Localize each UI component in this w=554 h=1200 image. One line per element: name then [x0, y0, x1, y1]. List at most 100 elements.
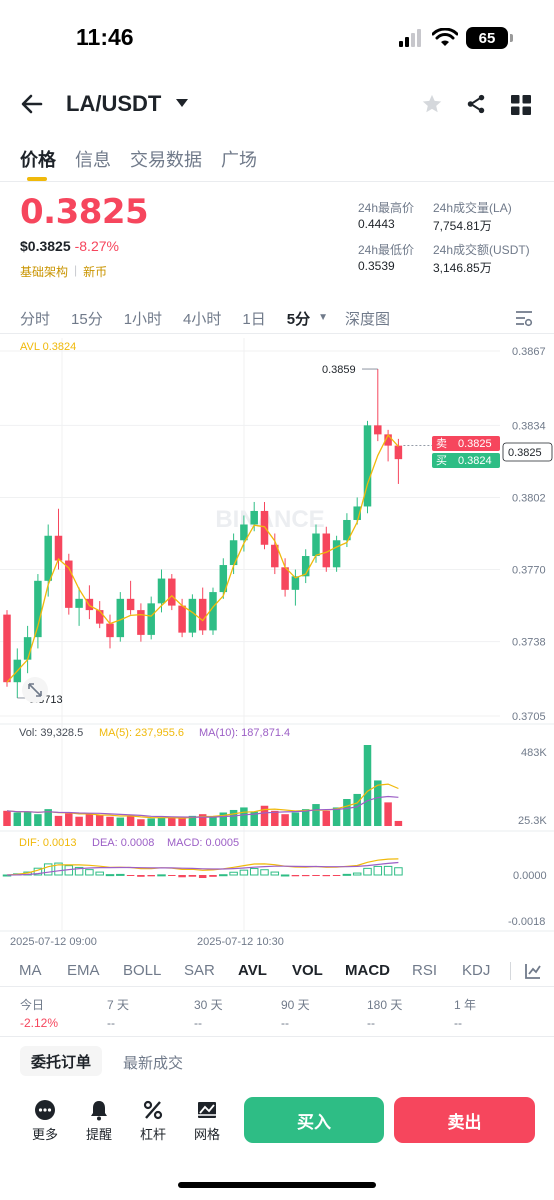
volume-bar — [3, 810, 11, 826]
volume-bar — [178, 818, 186, 826]
vol-label: Vol: 39,328.5 — [19, 727, 83, 739]
vol-y-bottom: 25.3K — [518, 815, 547, 827]
price-sub: $0.3825 -8.27% — [20, 238, 119, 254]
tab-open-orders[interactable]: 委托订单 — [20, 1046, 102, 1076]
vol-y-top: 483K — [521, 747, 547, 759]
perf-180d-label: 180 天 — [367, 998, 403, 1012]
ind-ema[interactable]: EMA — [67, 962, 100, 979]
ind-macd[interactable]: MACD — [345, 962, 390, 979]
ind-vol[interactable]: VOL — [292, 962, 323, 979]
volume-bar — [291, 812, 300, 826]
perf-30d-label: 30 天 — [194, 998, 223, 1012]
interval-1h[interactable]: 1小时 — [123, 311, 163, 328]
tab-info[interactable]: 信息 — [75, 150, 111, 170]
tab-square[interactable]: 广场 — [221, 150, 257, 170]
volume-bar — [126, 815, 135, 826]
macd-histogram-bar — [239, 869, 249, 876]
leverage-button[interactable]: 杠杆 — [133, 1099, 173, 1143]
volume-bar — [106, 816, 114, 826]
candle — [260, 510, 269, 545]
low-label: 24h最低价 — [358, 243, 415, 257]
star-icon[interactable] — [421, 93, 443, 115]
interval-caret[interactable]: ▼ — [318, 312, 328, 323]
candle — [188, 598, 197, 633]
buy-tag-label: 买 — [436, 454, 447, 467]
volume-bar — [343, 799, 351, 826]
candle — [353, 506, 361, 520]
ma5-label: MA(5): 237,955.6 — [99, 727, 184, 739]
tab-price[interactable]: 价格 — [20, 150, 56, 170]
indicator-settings-icon[interactable] — [524, 962, 542, 980]
macd-histogram-bar — [219, 874, 228, 877]
perf-1y-value: -- — [454, 1016, 462, 1030]
grid-button[interactable]: 网格 — [187, 1099, 227, 1143]
ind-avl[interactable]: AVL — [238, 962, 267, 979]
interval-line[interactable]: 分时 — [20, 311, 51, 328]
candle — [44, 535, 52, 581]
watermark: BINANCE — [215, 506, 324, 533]
grid-label: 网格 — [193, 1127, 220, 1142]
more-button[interactable]: 更多 — [25, 1099, 65, 1143]
candle — [312, 533, 320, 557]
tab-latest-trades[interactable]: 最新成交 — [123, 1055, 184, 1072]
pair-title[interactable]: LA/USDT — [66, 91, 162, 116]
macd-histogram-bar — [95, 871, 104, 876]
perf-7d-value: -- — [107, 1016, 115, 1030]
macd-histogram-bar — [188, 875, 197, 877]
tab-trading-data[interactable]: 交易数据 — [130, 150, 202, 170]
high-value: 0.4443 — [358, 217, 395, 231]
amount-label: 24h成交额(USDT) — [433, 243, 530, 257]
back-arrow-icon[interactable] — [20, 92, 44, 116]
macd-histogram-bar — [198, 875, 207, 879]
candle — [126, 598, 135, 611]
ind-sar[interactable]: SAR — [184, 962, 215, 979]
interval-15m[interactable]: 15分 — [71, 311, 103, 328]
indicator-divider — [510, 962, 511, 980]
volume-bar — [116, 817, 125, 826]
sell-button[interactable]: 卖出 — [394, 1097, 535, 1143]
ind-ma[interactable]: MA — [19, 962, 42, 979]
volume-bar — [332, 807, 341, 826]
macd-histogram-bar — [43, 863, 53, 876]
candle — [116, 598, 125, 638]
candle — [75, 598, 83, 608]
volume-bar — [353, 793, 361, 826]
expand-icon-arrows — [28, 683, 42, 697]
ind-boll[interactable]: BOLL — [123, 962, 162, 979]
price-change: -8.27% — [74, 238, 119, 254]
interval-5m[interactable]: 5分 — [286, 311, 311, 328]
share-icon[interactable] — [465, 93, 487, 115]
interval-bar: 分时 15分 1小时 4小时 1日 5分 ▼ 深度图 — [20, 308, 411, 329]
candle — [374, 425, 382, 435]
volume-bar — [85, 814, 94, 826]
sell-tag-label: 卖 — [436, 437, 447, 450]
macd-histogram-bar — [54, 862, 63, 876]
macd-histogram-bar — [147, 875, 155, 877]
macd-histogram-bar — [383, 865, 393, 876]
y-axis-label: 0.3738 — [512, 637, 546, 649]
ind-rsi[interactable]: RSI — [412, 962, 438, 979]
volume-bar — [271, 810, 279, 826]
tab-underline — [27, 177, 47, 181]
interval-4h[interactable]: 4小时 — [183, 311, 222, 328]
interval-depth[interactable]: 深度图 — [344, 311, 390, 328]
tag-infrastructure[interactable]: 基础架构 — [20, 265, 69, 279]
caret-down-icon[interactable] — [175, 98, 189, 108]
volume-bar — [229, 809, 238, 826]
interval-1d[interactable]: 1日 — [242, 311, 266, 328]
buy-button[interactable]: 买入 — [244, 1097, 384, 1143]
ind-kdj[interactable]: KDJ — [462, 962, 491, 979]
sell-tag-price: 0.3825 — [458, 438, 492, 450]
volume-bar — [23, 811, 32, 826]
tag-new-coin[interactable]: 新币 — [83, 265, 108, 279]
grid-layout-icon[interactable] — [511, 95, 531, 115]
chart-settings-icon[interactable] — [515, 309, 533, 327]
alert-button[interactable]: 提醒 — [79, 1099, 119, 1143]
candle — [95, 610, 104, 624]
price-chart[interactable]: 0.3867 0.3834 0.3802 0.3770 0.3738 0.3705 BIN… — [0, 334, 554, 954]
low-value: 0.3539 — [358, 259, 395, 273]
volume-bar — [198, 814, 207, 826]
perf-today-label: 今日 — [20, 998, 45, 1012]
candle — [209, 592, 217, 631]
macd-histogram-bar — [363, 867, 372, 876]
